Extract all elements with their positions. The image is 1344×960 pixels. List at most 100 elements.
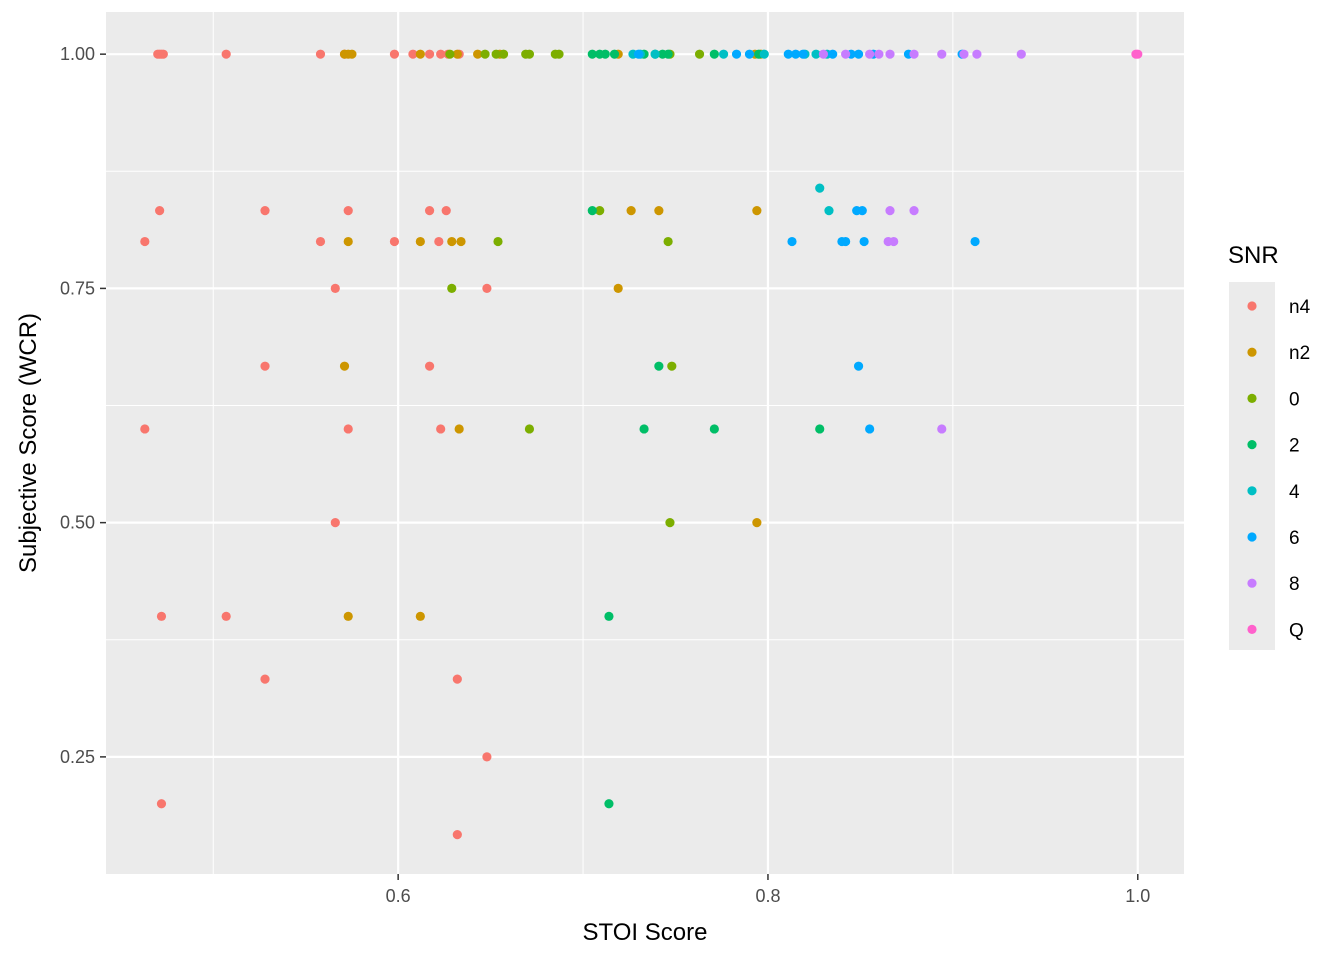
- data-point-n4: [452, 830, 462, 840]
- legend-key-n4: [1247, 301, 1257, 311]
- data-point-n4: [260, 206, 270, 216]
- data-point-n4: [221, 611, 231, 621]
- data-point-8: [937, 424, 947, 434]
- data-point-6: [791, 49, 801, 59]
- data-point-0: [447, 283, 457, 294]
- legend-key-n2: [1247, 347, 1257, 357]
- data-point-n2: [452, 49, 462, 59]
- data-point-0: [663, 236, 673, 247]
- data-point-n2: [415, 611, 425, 621]
- data-point-8: [885, 49, 895, 59]
- data-point-n2: [343, 611, 353, 621]
- data-point-n4: [260, 674, 270, 684]
- data-point-n2: [654, 206, 664, 216]
- data-point-n4: [434, 236, 444, 247]
- data-point-2: [587, 49, 597, 59]
- data-point-n4: [408, 49, 418, 59]
- data-point-n4: [441, 206, 451, 216]
- data-point-6: [857, 206, 867, 216]
- data-point-8: [885, 206, 895, 216]
- data-point-6: [744, 49, 755, 59]
- legend-key-4: [1247, 486, 1257, 496]
- data-point-0: [554, 49, 564, 59]
- data-point-6: [853, 361, 864, 371]
- data-point-n4: [155, 206, 165, 216]
- data-point-2: [587, 206, 597, 216]
- data-point-8: [1016, 49, 1026, 59]
- data-point-8: [865, 49, 875, 59]
- y-tick-label: 0.50: [60, 513, 95, 533]
- data-point-0: [480, 49, 490, 59]
- data-point-n2: [456, 236, 466, 247]
- data-point-8: [972, 49, 982, 59]
- data-point-2: [609, 49, 620, 59]
- data-point-2: [709, 49, 719, 59]
- data-point-8: [937, 49, 947, 59]
- data-point-8: [909, 49, 919, 59]
- data-point-n4: [158, 49, 168, 59]
- data-point-n4: [482, 752, 492, 762]
- data-point-6: [798, 49, 808, 59]
- data-point-n2: [473, 49, 483, 59]
- data-point-2: [663, 49, 673, 59]
- legend-key-0: [1247, 393, 1257, 403]
- data-point-6: [853, 49, 864, 59]
- data-point-0: [667, 361, 677, 371]
- data-point-n4: [156, 799, 167, 809]
- data-point-2: [654, 361, 664, 371]
- legend-key-8: [1247, 578, 1257, 588]
- data-point-6: [731, 49, 742, 59]
- data-point-n4: [452, 674, 462, 684]
- data-point-8: [959, 49, 969, 59]
- data-point-6: [783, 49, 793, 59]
- data-point-2: [600, 49, 610, 59]
- data-point-n2: [454, 424, 464, 434]
- data-point-Q: [1133, 49, 1143, 59]
- data-point-n2: [343, 236, 353, 247]
- data-point-8: [841, 49, 851, 59]
- data-point-n4: [260, 361, 270, 371]
- data-points: [140, 49, 1143, 840]
- data-point-6: [828, 49, 838, 59]
- data-point-6: [633, 49, 644, 59]
- data-point-0: [445, 49, 455, 59]
- data-point-n4: [330, 518, 340, 528]
- data-point-n4: [221, 49, 231, 59]
- legend-label-n4: n4: [1289, 297, 1311, 318]
- data-point-n4: [424, 49, 435, 59]
- legend-label-n2: n2: [1289, 343, 1310, 364]
- data-point-0: [498, 49, 509, 59]
- data-point-0: [524, 49, 535, 59]
- data-point-n2: [415, 236, 425, 247]
- data-point-n4: [424, 206, 435, 216]
- data-point-n4: [156, 611, 167, 621]
- legend-key-2: [1247, 440, 1257, 450]
- data-point-n4: [140, 424, 150, 434]
- data-point-8: [874, 49, 884, 59]
- data-point-0: [665, 518, 675, 528]
- data-point-n2: [347, 49, 357, 59]
- data-point-2: [639, 424, 649, 434]
- legend: SNR n4 n2 0 2 4 6 8 Q: [1228, 242, 1311, 650]
- data-point-4: [824, 206, 834, 216]
- y-axis-ticks: 0.25 0.50 0.75 1.00: [60, 44, 106, 767]
- legend-key-Q: [1247, 624, 1257, 635]
- data-point-6: [859, 236, 869, 247]
- data-point-8: [909, 206, 919, 216]
- data-point-0: [694, 49, 705, 59]
- data-point-n2: [339, 361, 350, 371]
- data-point-6: [970, 236, 980, 247]
- data-point-6: [841, 236, 851, 247]
- y-axis-title: Subjective Score (WCR): [15, 313, 42, 573]
- x-tick-label: 1.0: [1125, 886, 1150, 906]
- data-point-n4: [482, 283, 492, 294]
- data-point-n2: [626, 206, 636, 216]
- x-axis-ticks: 0.6 0.8 1.0: [386, 874, 1150, 906]
- x-axis-title: STOI Score: [583, 919, 708, 946]
- data-point-0: [493, 236, 503, 247]
- data-point-n4: [424, 361, 435, 371]
- data-point-2: [815, 424, 825, 434]
- data-point-n4: [389, 49, 400, 59]
- data-point-n2: [613, 283, 623, 294]
